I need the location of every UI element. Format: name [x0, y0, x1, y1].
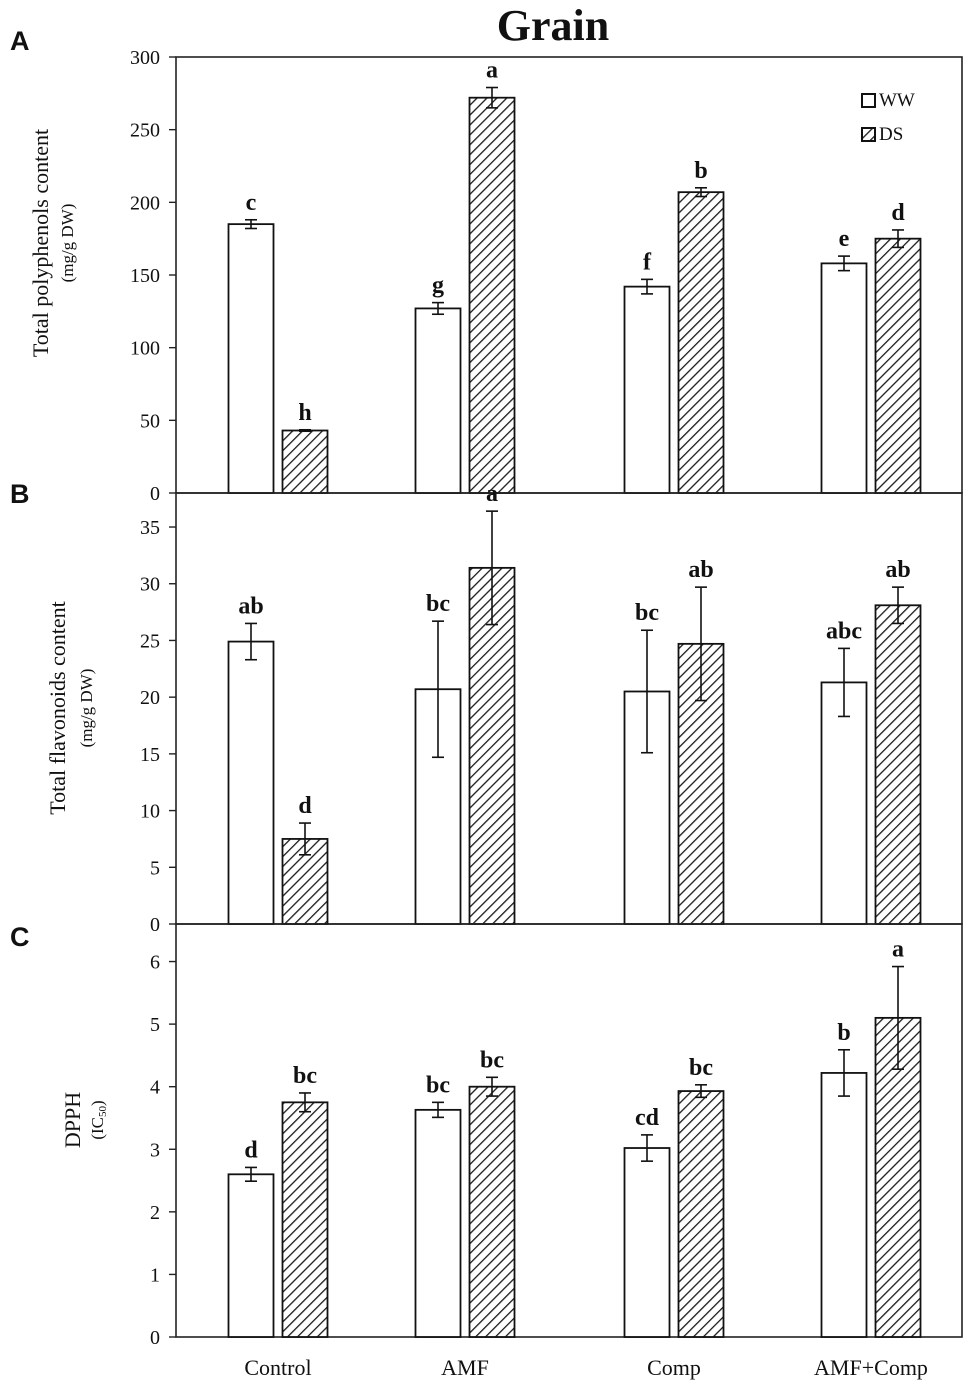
bar-ww-4	[820, 1072, 868, 1338]
significance-letter: d	[244, 1137, 258, 1163]
legend: WW DS	[861, 90, 915, 145]
y-axis-title: Total flavonoids content	[45, 601, 70, 815]
bar-ww-4	[820, 681, 868, 925]
bar-ds-2	[468, 96, 516, 494]
bar-ds-3	[677, 1090, 725, 1338]
significance-letter: b	[694, 158, 707, 184]
x-axis-labels: Control AMF Comp AMF+Comp	[244, 1355, 928, 1380]
significance-letter: abc	[826, 618, 862, 644]
significance-letter: c	[246, 190, 257, 216]
y-tick-label: 0	[150, 483, 160, 505]
panel-label: B	[10, 479, 30, 509]
significance-letter: bc	[480, 1047, 504, 1073]
significance-letter: a	[486, 58, 498, 84]
x-label-comp: Comp	[647, 1355, 701, 1380]
panel-b: B 0 5 10 15 20 25 30 35 Total flavonoids content (…	[10, 479, 963, 936]
y-tick-label: 25	[140, 630, 160, 652]
bar-ds-1	[281, 429, 329, 494]
y-tick-label: 50	[140, 410, 160, 432]
legend-label-ww: WW	[879, 90, 915, 111]
y-axis-unit: (mg/g DW)	[58, 204, 77, 283]
y-axis-unit: (IC50)	[88, 1100, 109, 1139]
bar-ds-4	[874, 237, 922, 494]
y-tick-label: 30	[140, 574, 160, 596]
significance-letter: ab	[688, 557, 713, 583]
bar-ww-1	[227, 1173, 275, 1338]
figure-title: Grain	[497, 1, 609, 50]
bar-ds-2	[468, 566, 516, 925]
y-axis-title: Total polyphenols content	[28, 129, 53, 357]
plot-frame	[175, 923, 963, 1338]
y-axis-unit-subscript: 50	[97, 1106, 109, 1118]
y-axis-unit-close: )	[88, 1100, 107, 1106]
bar-ww-3	[623, 1147, 671, 1338]
legend-swatch-ds	[861, 127, 876, 142]
bar-ww-2	[414, 307, 462, 494]
y-tick-label: 0	[150, 1327, 160, 1349]
y-tick-label: 200	[130, 192, 160, 214]
bar-ds-3	[677, 191, 725, 494]
y-tick-label: 20	[140, 687, 160, 709]
x-label-control: Control	[244, 1355, 311, 1380]
y-tick-label: 5	[150, 857, 160, 879]
y-tick-label: 35	[140, 517, 160, 539]
y-axis-unit: (mg/g DW)	[77, 669, 96, 748]
bar-ds-4	[874, 604, 922, 925]
bar-ww-1	[227, 640, 275, 925]
bar-ds-2	[468, 1085, 516, 1338]
y-tick-label: 0	[150, 914, 160, 936]
bar-ww-2	[414, 1108, 462, 1338]
bar-ww-4	[820, 262, 868, 494]
bar-ww-3	[623, 285, 671, 494]
bar-ds-4	[874, 1016, 922, 1338]
significance-letter: bc	[689, 1055, 713, 1081]
significance-letter: cd	[635, 1105, 660, 1131]
bar-ww-1	[227, 223, 275, 494]
significance-letter: d	[298, 793, 312, 819]
significance-letter: bc	[293, 1063, 317, 1089]
bar-ds-1	[281, 1101, 329, 1338]
y-tick-label: 5	[150, 1014, 160, 1036]
y-tick-label: 300	[130, 47, 160, 69]
significance-letter: ab	[885, 557, 910, 583]
y-tick-label: 15	[140, 744, 160, 766]
panel-c: C 0 1 2 3 4 5 6 DPPH (IC50) d bc cd b bc bc bc a	[10, 922, 963, 1349]
x-label-amf: AMF	[441, 1355, 489, 1380]
y-axis-title: DPPH	[60, 1092, 85, 1148]
panel-a: A 0 50 100 150 200 250 300 Total polyphenols con…	[10, 26, 963, 505]
legend-label-ds: DS	[879, 124, 903, 145]
x-label-amf-comp: AMF+Comp	[814, 1355, 928, 1380]
y-tick-label: 1	[150, 1264, 160, 1286]
significance-letter: a	[892, 937, 904, 963]
y-tick-label: 10	[140, 801, 160, 823]
y-tick-label: 100	[130, 338, 160, 360]
significance-letter: a	[486, 481, 498, 507]
y-tick-label: 2	[150, 1202, 160, 1224]
panel-label: C	[10, 922, 30, 952]
significance-letter: f	[643, 249, 652, 275]
significance-letter: e	[839, 226, 850, 252]
significance-letter: bc	[426, 1072, 450, 1098]
significance-letter: b	[837, 1020, 850, 1046]
significance-letter: bc	[426, 591, 450, 617]
y-tick-label: 6	[150, 952, 160, 974]
significance-letter: g	[432, 273, 444, 299]
y-tick-label: 250	[130, 120, 160, 142]
y-tick-label: 150	[130, 265, 160, 287]
significance-letter: bc	[635, 600, 659, 626]
y-tick-label: 4	[150, 1077, 160, 1099]
y-tick-label: 3	[150, 1139, 160, 1161]
legend-swatch-ww	[861, 93, 876, 108]
panel-label: A	[10, 26, 30, 56]
significance-letter: d	[891, 200, 905, 226]
significance-letter: ab	[238, 593, 263, 619]
significance-letter: h	[298, 400, 311, 426]
